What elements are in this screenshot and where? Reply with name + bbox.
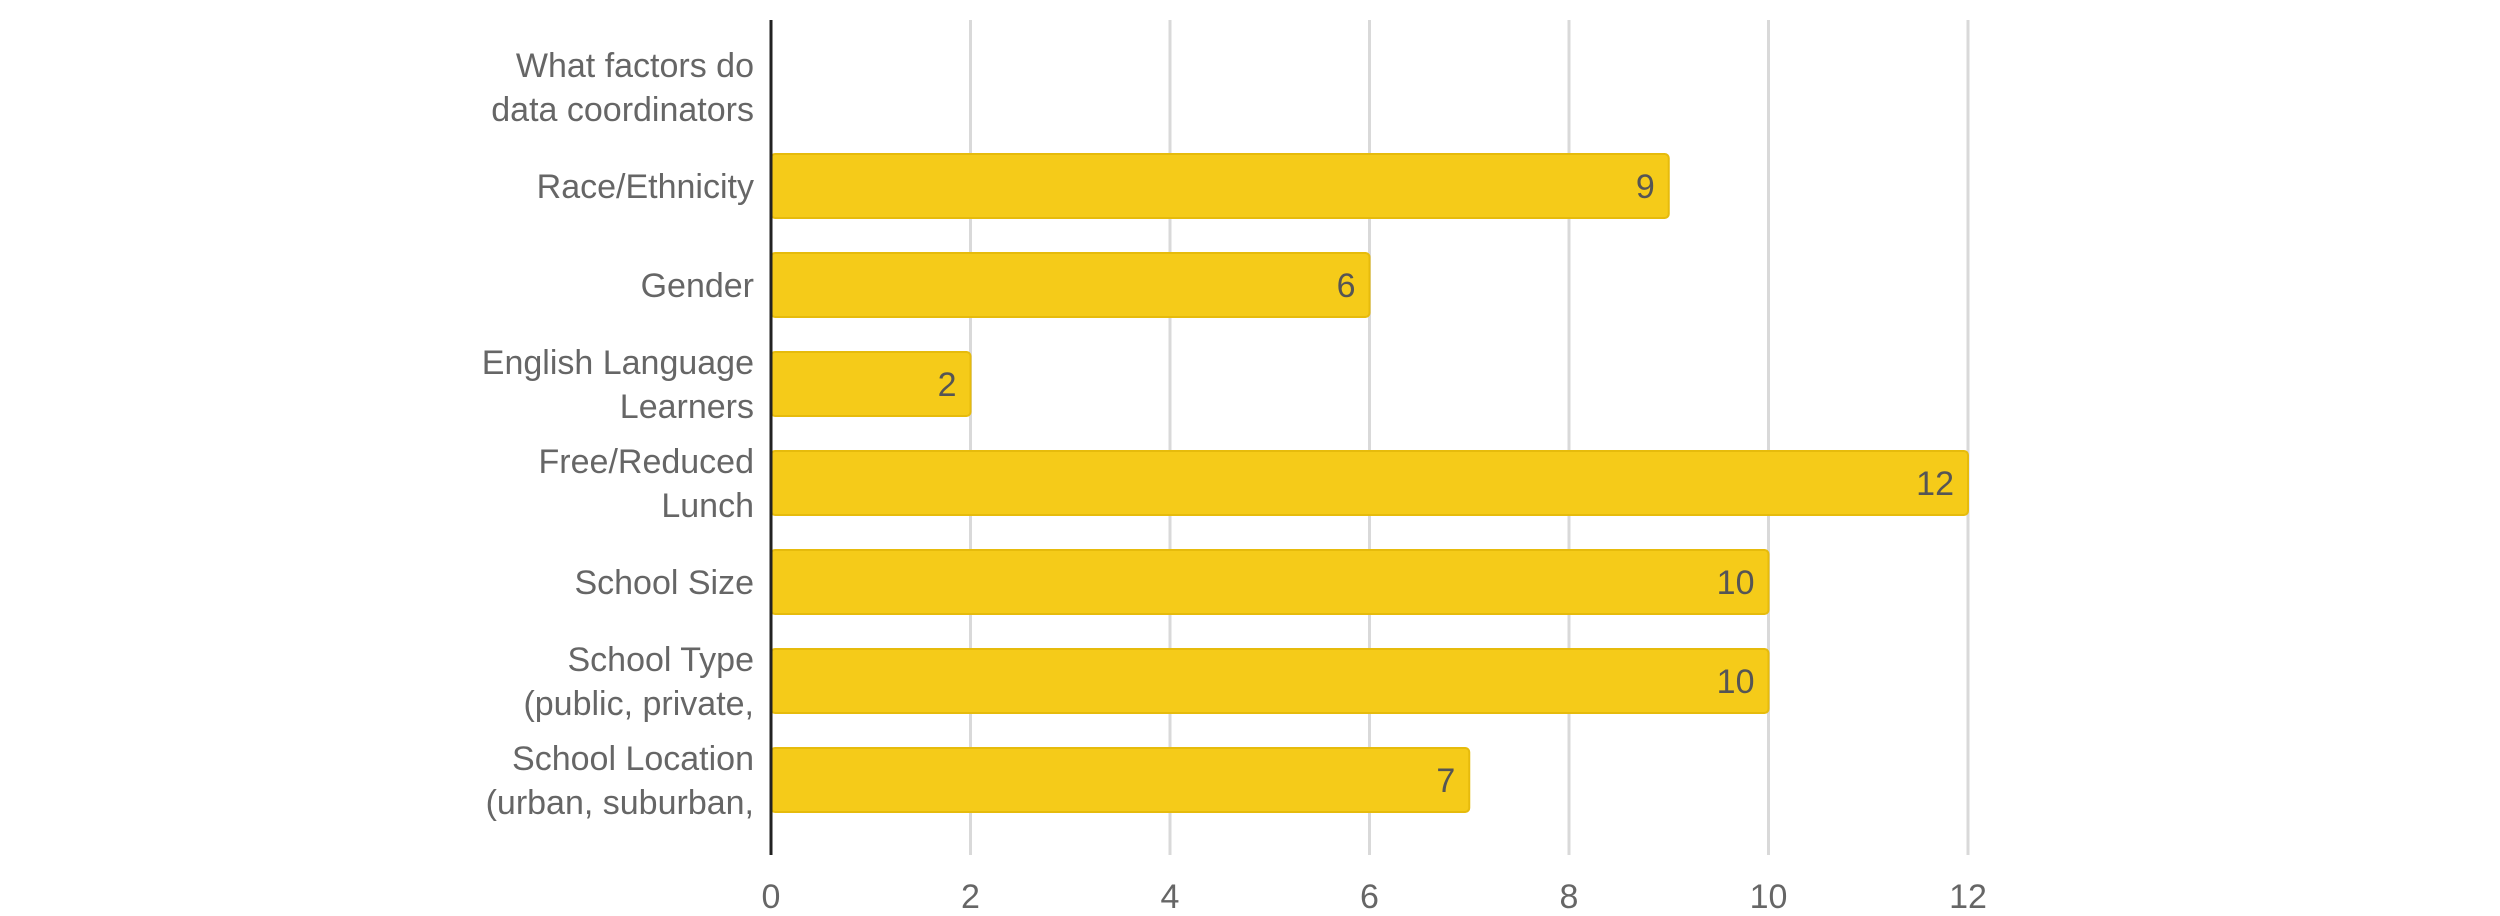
category-label: English Language: [482, 344, 754, 382]
category-label: (public, private,: [523, 685, 754, 723]
bar-value-label: 7: [1436, 762, 1455, 800]
category-label: Gender: [641, 267, 754, 305]
labels: 0 2 4 6 8 10 12 What factors do data coordinator…: [482, 47, 1987, 916]
x-tick-label: 4: [1161, 878, 1180, 916]
bar-value-label: 10: [1717, 564, 1755, 602]
x-tick-label: 6: [1360, 878, 1379, 916]
category-label: Free/Reduced: [539, 443, 754, 481]
category-label: Lunch: [661, 487, 754, 525]
bar-value-label: 12: [1916, 465, 1954, 503]
bar: [770, 648, 1770, 714]
category-label: What factors do: [516, 47, 754, 85]
bar: [770, 153, 1670, 219]
category-label: (urban, suburban,: [486, 784, 754, 822]
bar: [770, 549, 1770, 615]
category-label: School Type: [567, 641, 754, 679]
x-tick-label: 2: [961, 878, 980, 916]
category-label: School Location: [512, 740, 754, 778]
bar: [770, 747, 1471, 813]
x-tick-label: 8: [1560, 878, 1579, 916]
x-tick-label: 10: [1750, 878, 1788, 916]
bar: [770, 252, 1371, 318]
category-label: Race/Ethnicity: [537, 168, 754, 206]
x-tick-label: 12: [1949, 878, 1987, 916]
x-tick-label: 0: [762, 878, 781, 916]
category-label: Learners: [620, 388, 754, 426]
bar-value-label: 2: [938, 366, 957, 404]
category-label: School Size: [574, 564, 754, 602]
bar: [770, 450, 1969, 516]
category-label: data coordinators: [491, 91, 754, 129]
bar-value-label: 6: [1337, 267, 1356, 305]
grid-lines: [969, 20, 1970, 855]
bar-value-label: 10: [1717, 663, 1755, 701]
bar-value-label: 9: [1636, 168, 1655, 206]
